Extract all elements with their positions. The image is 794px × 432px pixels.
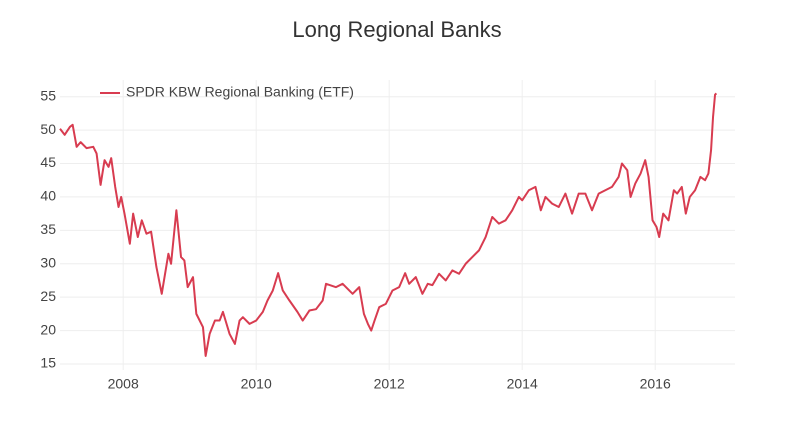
y-tick-label: 20 — [40, 321, 56, 337]
x-tick-label: 2016 — [640, 376, 671, 392]
x-tick-label: 2008 — [108, 376, 139, 392]
chart-title: Long Regional Banks — [292, 17, 501, 42]
line-series — [59, 92, 718, 357]
legend-label: SPDR KBW Regional Banking (ETF) — [126, 84, 354, 100]
y-tick-label: 55 — [40, 87, 56, 103]
y-tick-label: 35 — [40, 221, 56, 237]
y-tick-label: 40 — [40, 188, 56, 204]
y-tick-label: 45 — [40, 154, 56, 170]
y-tick-label: 50 — [40, 121, 56, 137]
y-tick-label: 15 — [40, 355, 56, 371]
y-tick-label: 30 — [40, 254, 56, 270]
y-tick-label: 25 — [40, 288, 56, 304]
x-tick-label: 2012 — [374, 376, 405, 392]
x-tick-label: 2010 — [241, 376, 272, 392]
x-tick-label: 2014 — [507, 376, 538, 392]
